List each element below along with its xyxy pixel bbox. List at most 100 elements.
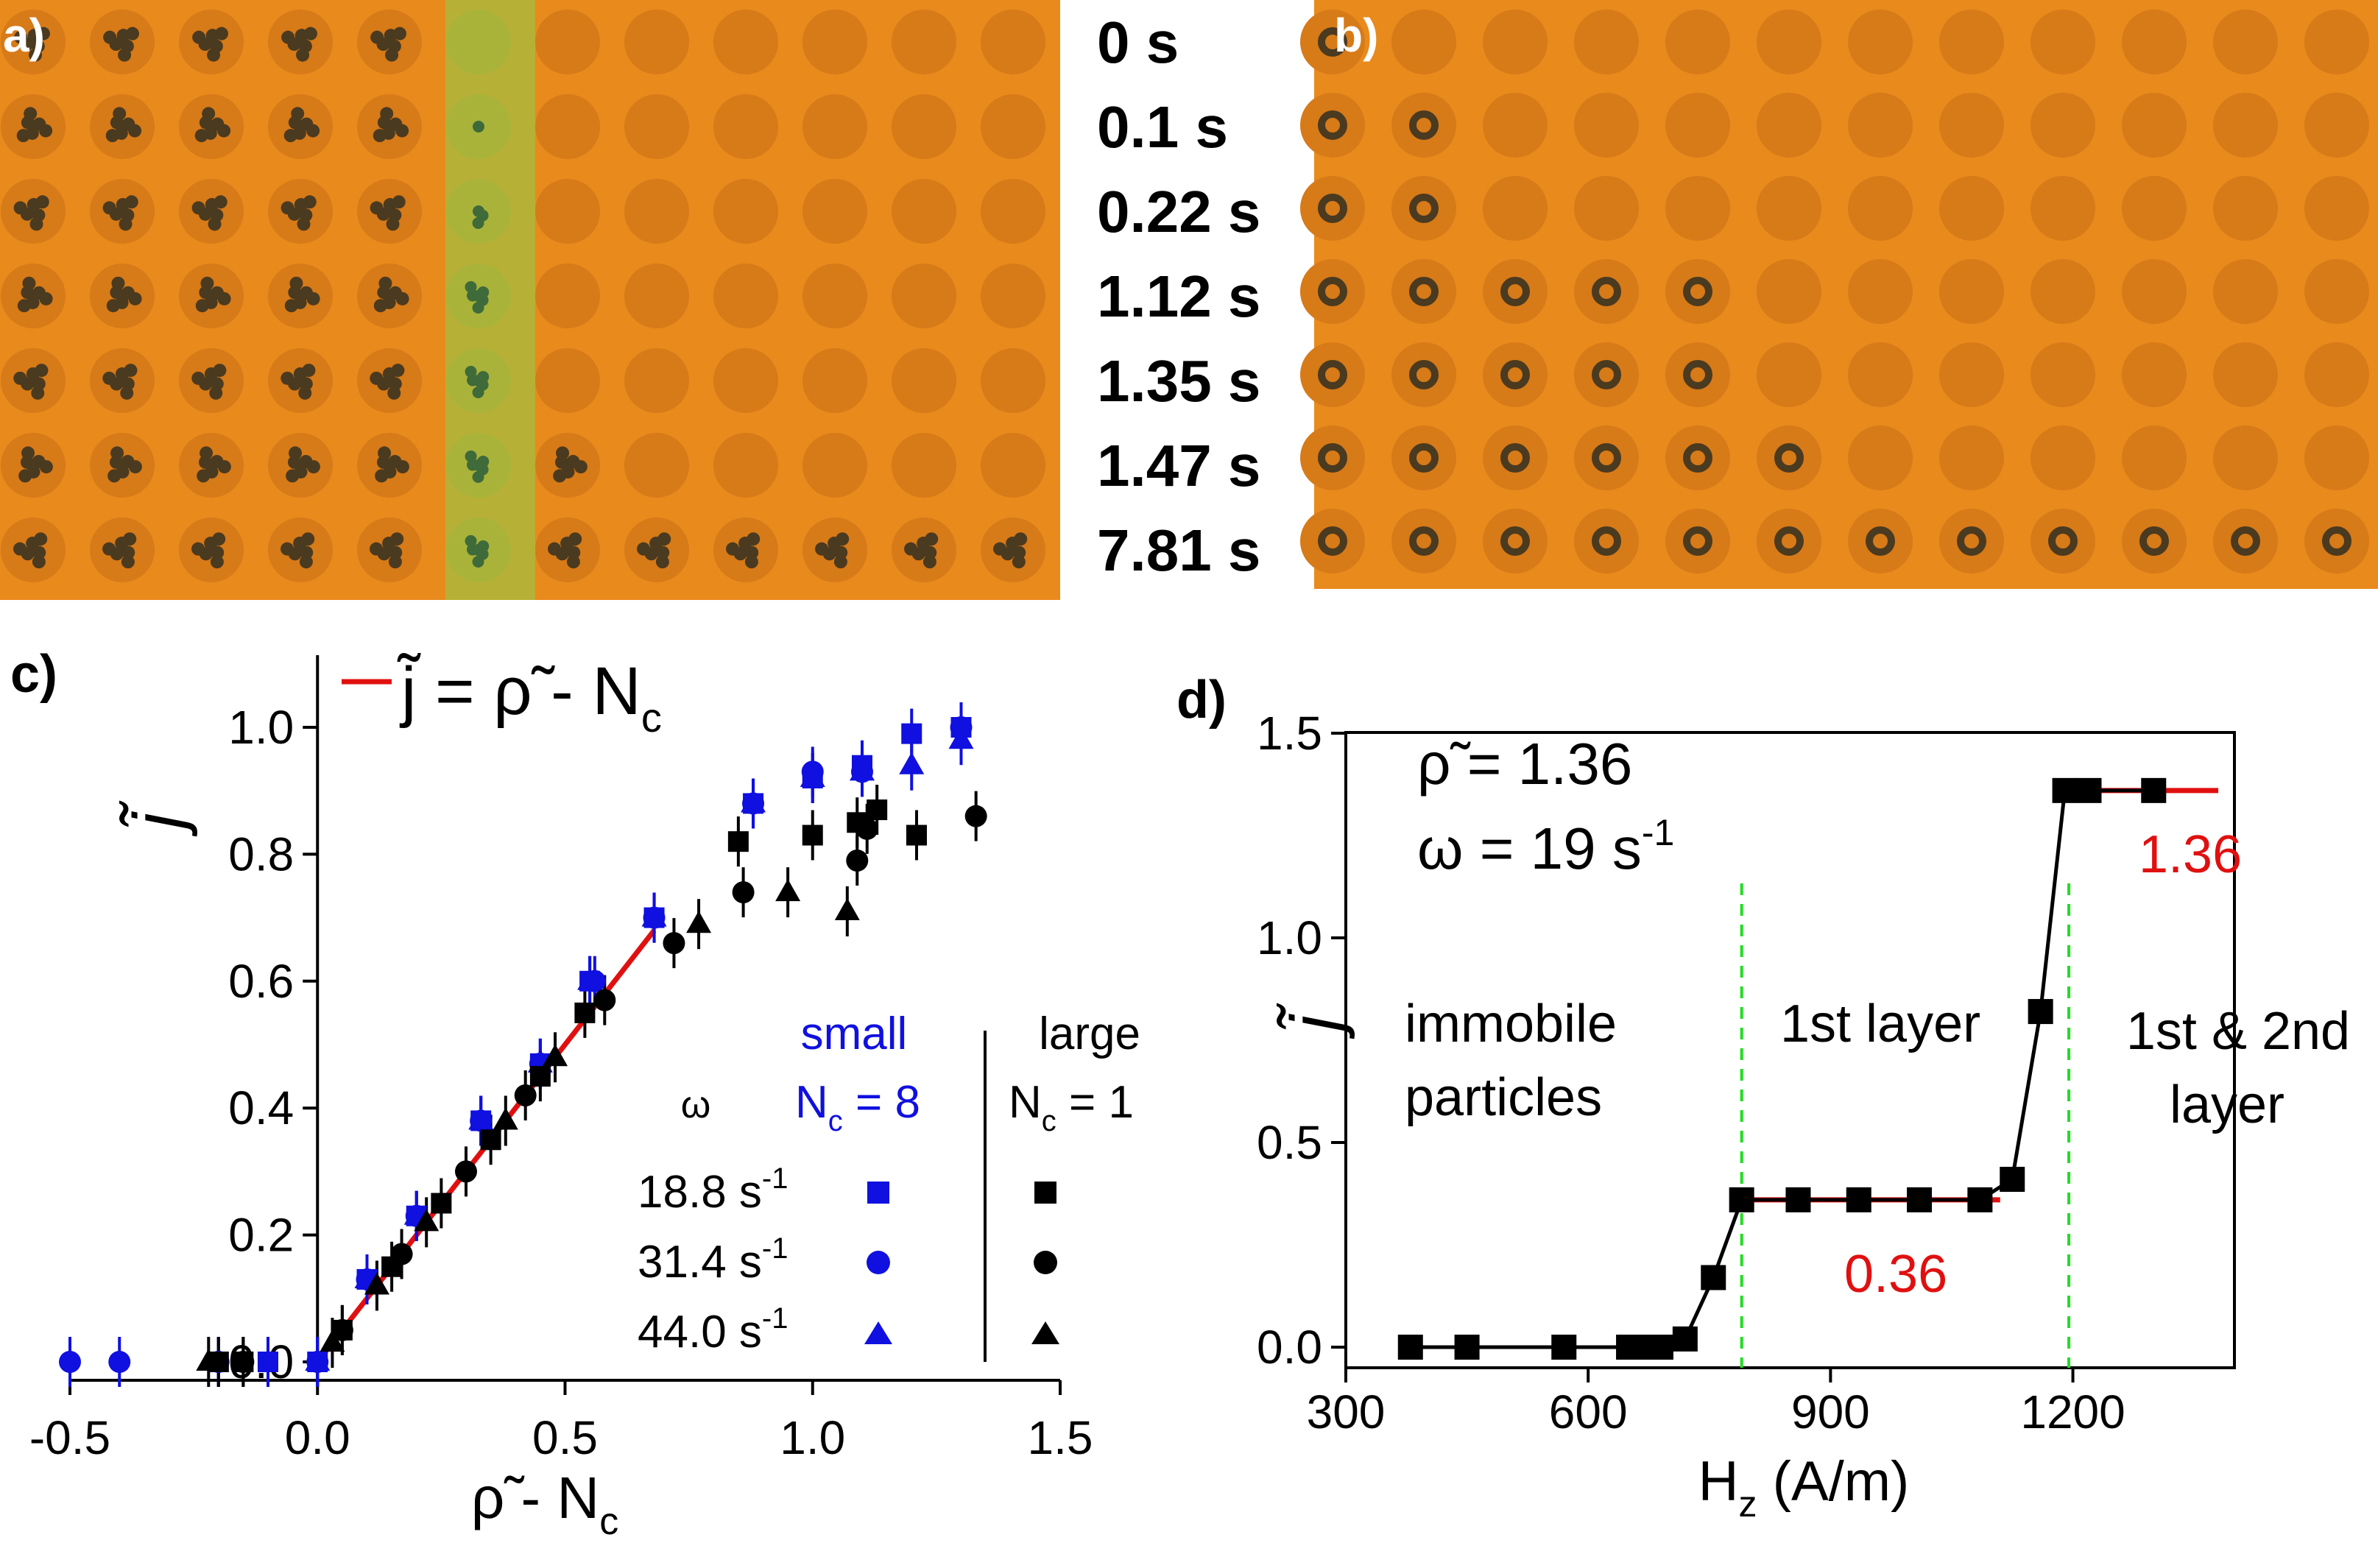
panel-b-well [2122, 342, 2187, 407]
panel-c-point-triangle [305, 1349, 331, 1371]
panel-a-particle [387, 386, 401, 400]
panel-b-particle [1318, 277, 1347, 306]
panel-a-particle [281, 371, 294, 385]
legend-large-square-marker [1034, 1182, 1056, 1204]
panel-a-well [981, 10, 1045, 74]
panel-a-particle [925, 532, 939, 546]
panel-a-particle [123, 532, 137, 546]
panel-a-particle [465, 534, 477, 547]
panel-a-particle [477, 286, 490, 298]
panel-b-particle [1683, 360, 1712, 389]
panel-b-well [1300, 259, 1365, 324]
panel-a-particle [21, 446, 35, 460]
panel-a-particle [574, 460, 588, 474]
panel-c-y-tick-label: 0.4 [228, 1081, 294, 1134]
panel-c-x-tick-label: 1.5 [1028, 1411, 1093, 1464]
panel-c-point-circle [390, 1243, 413, 1265]
panel-a-particle [208, 217, 222, 231]
panel-a-particle [306, 460, 320, 474]
panel-d-rho-annotation: ρ̃ = 1.36 [1417, 731, 1632, 797]
panel-d-point-square [1729, 1187, 1754, 1212]
panel-c-point-square [901, 723, 922, 744]
panel-a-well [713, 433, 778, 498]
panel-b-well [2304, 425, 2369, 490]
panel-b-well [1483, 342, 1548, 407]
panel-b-well [1483, 425, 1548, 490]
panel-c-point-triangle [493, 1107, 518, 1130]
panel-c-point-square [529, 1066, 551, 1087]
panel-a-well [892, 10, 956, 74]
panel-b-particle [2048, 526, 2078, 556]
panel-a-well [446, 10, 511, 74]
panel-a-particle [392, 195, 406, 209]
panel-a-particle [477, 455, 490, 467]
panel-d-point-square [2076, 777, 2102, 803]
panel-a-particle [472, 386, 484, 398]
panel-b-well [1939, 93, 2004, 158]
panel-b-particle [1409, 526, 1439, 556]
panel-d: d) 300 600 900 1200 0.0 0.5 1.0 1.5 ρ̃ = 1.36 ω… [1176, 671, 2350, 1525]
legend-row-3-label: 44.0 s-1 [638, 1302, 788, 1357]
panel-a-particle [306, 292, 320, 306]
panel-a-well [892, 94, 956, 159]
panel-d-point-square [2000, 1167, 2025, 1193]
panel-b-particle [1500, 277, 1530, 306]
panel-a-particle [24, 107, 38, 121]
panel-b-well [1483, 93, 1548, 158]
panel-c-point-square [867, 799, 888, 821]
panel-a-time-label: 0 s [1097, 10, 1179, 75]
panel-a-particle [120, 386, 134, 400]
panel-c-y-tick-label: 0.6 [228, 955, 294, 1008]
panel-a-label: a) [3, 9, 45, 62]
panel-c-point-square [574, 1002, 596, 1023]
panel-c-point-triangle [364, 1272, 389, 1295]
panel-a-particle [212, 532, 226, 546]
panel-b-well [1391, 176, 1456, 241]
panel-c-point-circle [514, 1084, 537, 1106]
panel-a-particle [194, 129, 208, 143]
panel-a-particle [303, 27, 317, 40]
panel-a-particle [209, 386, 223, 400]
panel-b-well [2304, 342, 2369, 407]
panel-b-particle [2139, 526, 2169, 556]
panel-a-particle [922, 555, 936, 569]
legend-small-circle-marker [867, 1251, 890, 1274]
panel-b-well [1391, 425, 1456, 490]
panel-d-x-tick-label: 1200 [2020, 1385, 2125, 1438]
panel-a-particle [1014, 532, 1028, 546]
panel-b-particle [1774, 526, 1804, 556]
panel-a-well [892, 264, 956, 328]
panel-b-well [1300, 10, 1365, 74]
legend-large-circle-marker [1034, 1251, 1057, 1274]
panel-b-well [1939, 509, 2004, 573]
panel-a-particle [281, 201, 294, 215]
panel-a-well [981, 179, 1045, 244]
panel-b-well [2122, 509, 2187, 573]
panel-a-particle [128, 460, 142, 474]
panel-b-well [2031, 509, 2095, 573]
panel-c-x-label: ρ̃ - Nc [471, 1465, 618, 1543]
panel-b-particle [1774, 443, 1804, 473]
panel-a-particle [217, 124, 231, 138]
panel-a-particle [192, 30, 206, 44]
panel-a-particle [392, 27, 406, 40]
panel-b-well [2031, 342, 2095, 407]
panel-c-point-square [431, 1193, 452, 1214]
panel-c-point-triangle [800, 764, 825, 787]
panel-b-well [1300, 509, 1365, 573]
panel-c-point-circle [108, 1351, 131, 1373]
panel-b-particle [1409, 443, 1439, 473]
panel-c-points [59, 716, 987, 1373]
panel-a-particle [657, 532, 671, 546]
panel-a-well [802, 10, 867, 74]
panel-a-well [802, 433, 867, 498]
panel-a-particle [39, 460, 53, 474]
panel-b-well [1300, 93, 1365, 158]
panel-a-well [624, 94, 689, 159]
panel-a-particle [103, 30, 117, 44]
legend-small-header: small [801, 1009, 908, 1059]
panel-d-axes [1344, 731, 2236, 1369]
panel-b-well [1848, 176, 1913, 241]
panel-a-particle [22, 276, 36, 290]
panel-a-particle [301, 532, 315, 546]
